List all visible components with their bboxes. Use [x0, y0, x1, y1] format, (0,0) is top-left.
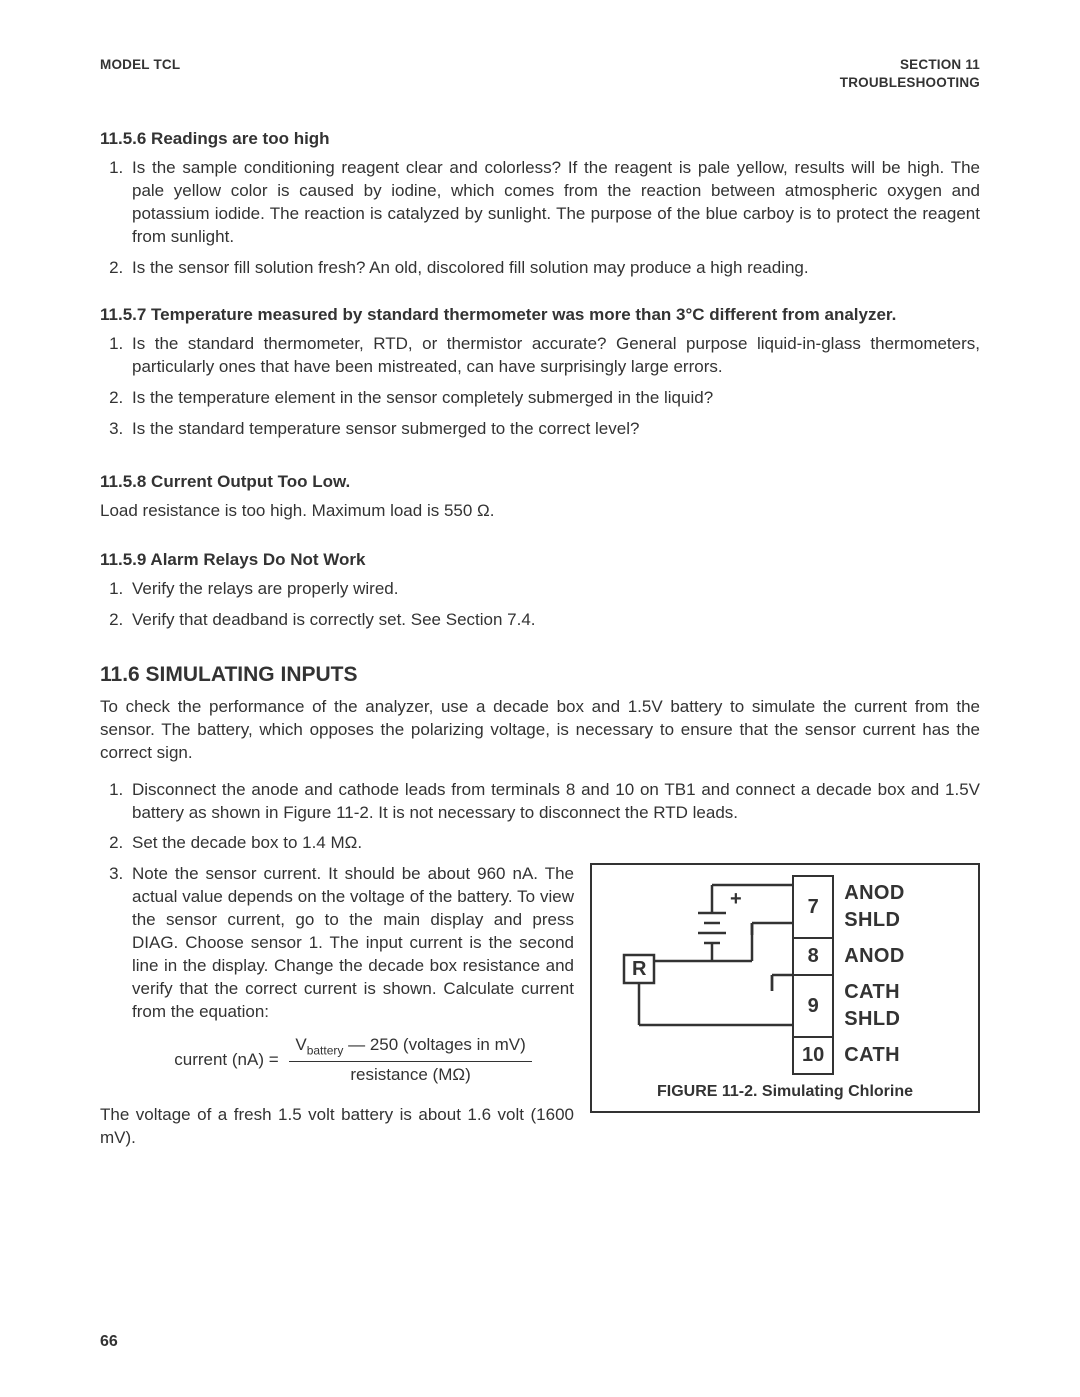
list-item: Is the standard temperature sensor subme… — [128, 418, 980, 441]
list-item: Is the sensor fill solution fresh? An ol… — [128, 257, 980, 280]
table-row: 10 CATH — [793, 1037, 967, 1074]
list-item: Is the sample conditioning reagent clear… — [128, 157, 980, 249]
column-left: Note the sensor current. It should be ab… — [100, 863, 574, 1164]
eq-num-sub: battery — [307, 1043, 344, 1057]
plus-icon: + — [730, 888, 742, 910]
equation-lhs: current (nA) = — [174, 1050, 283, 1069]
figure-11-2: + R 7 ANOD SHLD 8 ANOD 9 CATH SH — [590, 863, 980, 1113]
page-number: 66 — [100, 1331, 118, 1353]
table-row: 7 ANOD SHLD — [793, 876, 967, 938]
heading-1159: 11.5.9 Alarm Relays Do Not Work — [100, 549, 980, 572]
heading-1156: 11.5.6 Readings are too high — [100, 128, 980, 151]
header-right: SECTION 11 TROUBLESHOOTING — [840, 56, 980, 92]
list-item: Is the standard thermometer, RTD, or the… — [128, 333, 980, 379]
figure-caption: FIGURE 11-2. Simulating Chlorine — [602, 1081, 968, 1103]
terminal-table: 7 ANOD SHLD 8 ANOD 9 CATH SHLD 10 CATH — [792, 875, 968, 1075]
list-item: Verify that deadband is correctly set. S… — [128, 609, 980, 632]
terminal-label: ANOD — [833, 938, 967, 975]
list-item: Disconnect the anode and cathode leads f… — [128, 779, 980, 825]
list-1159: Verify the relays are properly wired. Ve… — [100, 578, 980, 632]
table-row: 9 CATH SHLD — [793, 975, 967, 1037]
eq-den: resistance (MΩ) — [289, 1062, 531, 1087]
heading-116: 11.6 SIMULATING INPUTS — [100, 661, 980, 689]
header-left: MODEL TCL — [100, 56, 180, 92]
list-116: Disconnect the anode and cathode leads f… — [100, 779, 980, 856]
list-item: Is the temperature element in the sensor… — [128, 387, 980, 410]
header-title: TROUBLESHOOTING — [840, 74, 980, 92]
table-row: 8 ANOD — [793, 938, 967, 975]
page-header: MODEL TCL SECTION 11 TROUBLESHOOTING — [100, 56, 980, 92]
intro-116: To check the performance of the analyzer… — [100, 696, 980, 765]
closing-116: The voltage of a fresh 1.5 volt battery … — [100, 1104, 574, 1150]
terminal-label: ANOD SHLD — [833, 876, 967, 938]
terminal-number: 8 — [793, 938, 833, 975]
body-1158: Load resistance is too high. Maximum loa… — [100, 500, 980, 523]
list-116b: Note the sensor current. It should be ab… — [100, 863, 574, 1086]
terminal-label: CATH — [833, 1037, 967, 1074]
terminal-number: 9 — [793, 975, 833, 1037]
terminal-number: 10 — [793, 1037, 833, 1074]
eq-num-suffix: — 250 (voltages in mV) — [343, 1035, 525, 1054]
list-item: Verify the relays are properly wired. — [128, 578, 980, 601]
heading-1158: 11.5.8 Current Output Too Low. — [100, 471, 980, 494]
heading-1157: 11.5.7 Temperature measured by standard … — [100, 304, 980, 327]
equation-fraction: Vbattery — 250 (voltages in mV) resistan… — [289, 1034, 531, 1087]
list-1156: Is the sample conditioning reagent clear… — [100, 157, 980, 280]
item3-text: Note the sensor current. It should be ab… — [132, 864, 574, 1021]
list-item: Note the sensor current. It should be ab… — [128, 863, 574, 1086]
page: MODEL TCL SECTION 11 TROUBLESHOOTING 11.… — [0, 0, 1080, 1397]
eq-num-prefix: V — [295, 1035, 306, 1054]
terminal-label: CATH SHLD — [833, 975, 967, 1037]
list-1157: Is the standard thermometer, RTD, or the… — [100, 333, 980, 441]
list-item: Set the decade box to 1.4 MΩ. — [128, 832, 980, 855]
header-section: SECTION 11 — [840, 56, 980, 74]
equation: current (nA) = Vbattery — 250 (voltages … — [132, 1034, 574, 1087]
figure-wiring-diagram: + R — [602, 875, 792, 1052]
svg-text:R: R — [632, 958, 647, 980]
terminal-number: 7 — [793, 876, 833, 938]
two-column-block: Note the sensor current. It should be ab… — [100, 863, 980, 1164]
